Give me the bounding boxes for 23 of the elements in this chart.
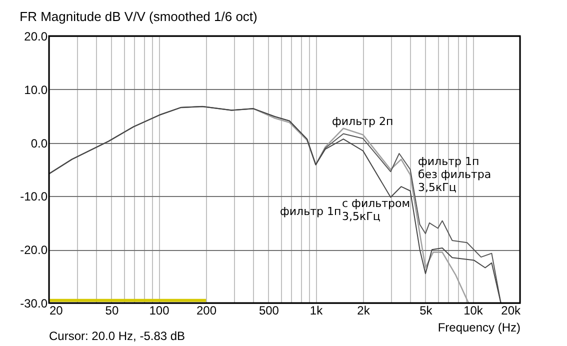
annotation: фильтр 1п: [280, 205, 342, 218]
annotation: с фильтром 3,5кГц: [342, 197, 410, 223]
x-tick-label: 500: [258, 304, 280, 318]
y-tick-label: 10.0: [24, 82, 48, 97]
y-tick-label: -30.0: [20, 296, 48, 310]
y-tick-label: -20.0: [20, 243, 48, 258]
y-tick-label: -10.0: [20, 190, 48, 204]
y-tick-label: 20.0: [24, 30, 48, 44]
x-tick-label: 20: [50, 304, 64, 318]
x-tick-label: 20k: [501, 304, 522, 318]
annotation: фильтр 1п без фильтра 3,5кГц: [418, 155, 492, 194]
x-tick-label: 200: [196, 304, 217, 318]
y-tick-label: 0.0: [30, 136, 48, 150]
x-tick-label: 10k: [464, 304, 484, 318]
x-axis-title: Frequency (Hz): [438, 320, 521, 334]
x-tick-label: 5k: [420, 304, 434, 318]
x-tick-label: 50: [105, 304, 119, 318]
x-tick-label: 2k: [357, 304, 371, 318]
x-tick-label: 100: [149, 304, 170, 318]
chart-title: FR Magnitude dB V/V (smoothed 1/6 oct): [20, 9, 258, 24]
x-tick-label: 1k: [310, 304, 324, 318]
annotation: фильтр 2п: [332, 115, 394, 128]
text: Cursor: 20.0 Hz, -5.83 dB: [49, 329, 186, 343]
